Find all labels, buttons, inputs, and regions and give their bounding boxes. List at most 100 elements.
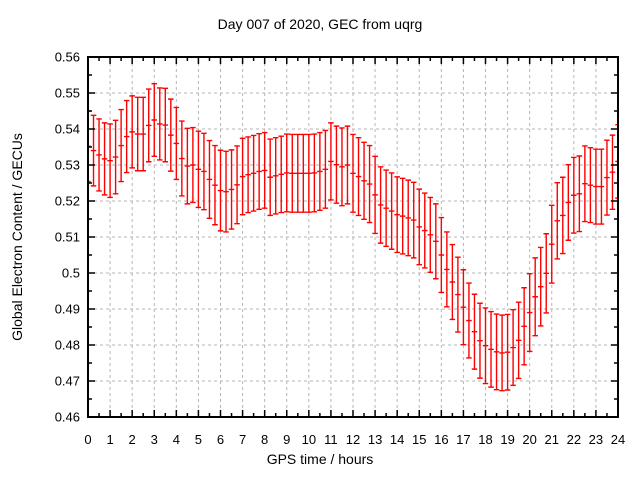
error-bar	[134, 96, 141, 172]
x-tick-label: 24	[611, 432, 625, 447]
error-bar	[477, 302, 483, 379]
error-bar	[388, 172, 395, 250]
grid-lines	[87, 56, 619, 418]
error-bar	[433, 203, 439, 280]
error-bar	[410, 181, 417, 259]
error-bar	[372, 155, 378, 235]
error-bar	[322, 129, 329, 209]
error-bar	[399, 177, 406, 255]
error-bar	[101, 122, 108, 196]
x-tick-label: 13	[368, 432, 382, 447]
error-bar	[267, 138, 273, 217]
error-bar	[201, 132, 207, 211]
error-bar	[422, 192, 428, 269]
error-bar	[300, 133, 307, 213]
error-bar	[112, 119, 119, 195]
error-bar	[427, 196, 434, 273]
x-tick-label: 0	[84, 432, 91, 447]
y-tick-label: 0.55	[55, 86, 80, 101]
error-bar	[289, 133, 296, 213]
error-bar	[173, 106, 180, 181]
error-bar	[609, 134, 616, 210]
y-tick-label: 0.54	[55, 122, 80, 137]
error-bar	[145, 88, 152, 163]
x-tick-label: 11	[324, 432, 338, 447]
error-bar	[444, 231, 450, 308]
error-bar	[228, 149, 235, 230]
error-bar	[184, 127, 191, 205]
error-bar	[405, 179, 411, 257]
x-tick-label: 12	[346, 432, 360, 447]
error-bar	[460, 269, 467, 346]
error-bar	[217, 149, 224, 232]
x-tick-label: 18	[478, 432, 492, 447]
x-tick-label: 20	[522, 432, 536, 447]
y-tick-label: 0.46	[55, 410, 80, 425]
error-bar	[593, 148, 599, 225]
y-tick-label: 0.53	[55, 158, 80, 173]
y-tick-label: 0.47	[55, 374, 80, 389]
error-bar	[250, 134, 257, 212]
error-bar	[598, 148, 605, 225]
error-bar	[140, 96, 146, 172]
x-tick-label: 9	[283, 432, 290, 447]
error-bar	[521, 287, 527, 366]
x-tick-label: 19	[500, 432, 514, 447]
error-bar	[206, 139, 213, 219]
error-bar	[383, 169, 389, 248]
x-tick-label: 3	[151, 432, 158, 447]
error-bar	[471, 293, 478, 370]
x-tick-label: 10	[302, 432, 316, 447]
error-bar	[339, 127, 345, 207]
error-bar	[526, 273, 533, 353]
error-bar	[604, 139, 610, 216]
error-bar	[361, 141, 367, 221]
error-bar	[466, 282, 472, 359]
error-bar	[499, 314, 505, 392]
error-bar	[394, 176, 400, 254]
x-tick-label: 5	[195, 432, 202, 447]
error-bar	[571, 156, 577, 234]
error-bar	[587, 147, 594, 224]
error-bar	[565, 163, 572, 241]
axis-ticks	[87, 56, 619, 418]
error-bar	[576, 155, 583, 233]
error-bar	[239, 137, 246, 216]
error-bar	[510, 309, 516, 387]
error-bar	[582, 145, 588, 223]
x-tick-label: 17	[456, 432, 470, 447]
error-bar	[488, 310, 494, 388]
x-tick-label: 14	[390, 432, 404, 447]
error-bar	[355, 136, 362, 217]
error-bar	[278, 135, 284, 214]
error-bar	[96, 118, 102, 192]
x-tick-label: 8	[261, 432, 268, 447]
error-bar	[350, 133, 356, 213]
error-bar	[455, 256, 461, 333]
error-bar	[256, 132, 262, 210]
error-bar	[366, 144, 373, 224]
tick-labels: 0 1 2 3 4 5 6 7 8 9 10 11 12 13 14 15 16 17 18 19 20 21 22 23 24…	[55, 50, 626, 448]
error-bar	[377, 166, 384, 244]
error-bar	[532, 257, 538, 337]
error-bar	[90, 114, 97, 187]
x-tick-label: 2	[129, 432, 136, 447]
error-bar	[493, 313, 500, 391]
error-bar	[245, 136, 251, 214]
y-tick-label: 0.51	[55, 230, 80, 245]
error-bar	[151, 82, 157, 158]
x-tick-label: 6	[217, 432, 224, 447]
x-tick-label: 16	[434, 432, 448, 447]
error-bar	[272, 136, 279, 215]
error-bar	[179, 120, 185, 197]
x-tick-label: 4	[173, 432, 180, 447]
error-bar	[107, 123, 113, 199]
error-bar	[157, 87, 163, 161]
x-tick-label: 15	[412, 432, 426, 447]
error-bar	[328, 122, 334, 201]
error-bar	[212, 144, 218, 226]
error-bar	[306, 133, 312, 213]
error-bar	[333, 125, 340, 204]
error-bar	[118, 108, 124, 183]
